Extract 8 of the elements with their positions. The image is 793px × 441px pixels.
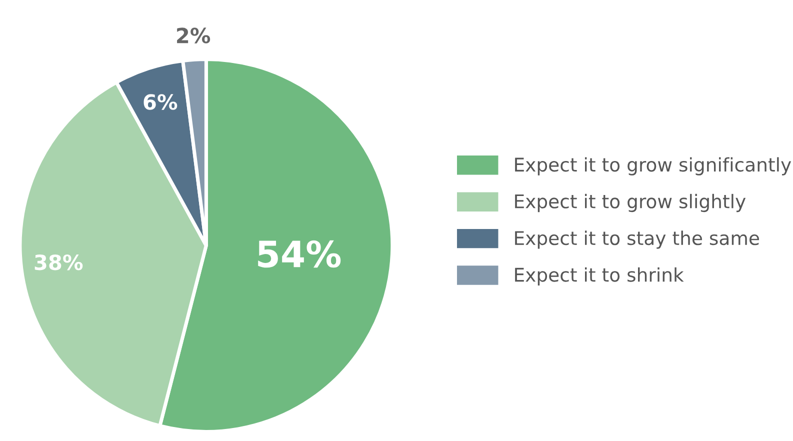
data-label: 54% bbox=[258, 240, 341, 268]
legend-label: Expect it to grow slightly bbox=[515, 194, 746, 212]
data-label: 6% bbox=[144, 94, 178, 110]
legend-label: Expect it to stay the same bbox=[515, 230, 760, 249]
legend-label: Expect it to grow significantly bbox=[515, 157, 792, 176]
data-label: 38% bbox=[34, 254, 83, 270]
legend-label: Expect it to shrink bbox=[515, 267, 684, 286]
data-label: 2% bbox=[177, 28, 210, 44]
